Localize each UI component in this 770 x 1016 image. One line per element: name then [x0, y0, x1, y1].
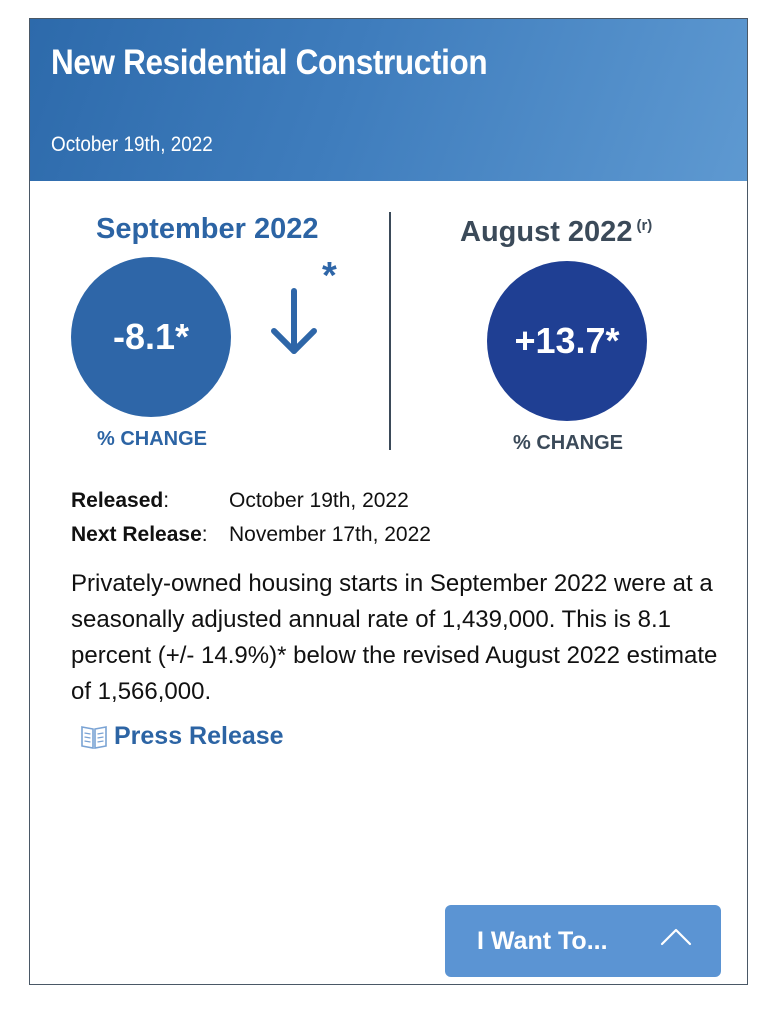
chevron-up-icon — [660, 928, 692, 946]
current-change-circle: -8.1* — [71, 257, 231, 417]
significance-mark: * — [322, 255, 337, 297]
divider — [389, 212, 391, 450]
card-title: New Residential Construction — [51, 43, 488, 82]
arrow-down-icon — [271, 288, 317, 354]
released-date: October 19th, 2022 — [229, 489, 409, 512]
released-row: Released: October 19th, 2022 — [71, 489, 409, 513]
i-want-to-button[interactable]: I Want To... — [445, 905, 721, 977]
i-want-to-label: I Want To... — [477, 927, 608, 955]
current-period-title: September 2022 — [96, 213, 319, 245]
previous-change-value: +13.7* — [514, 320, 620, 361]
next-release-colon: : — [201, 523, 208, 546]
card-header: New Residential Construction October 19t… — [30, 19, 747, 181]
revised-mark: (r) — [636, 217, 653, 235]
indicator-card: New Residential Construction October 19t… — [29, 18, 748, 985]
current-change-label: % CHANGE — [97, 428, 208, 450]
next-release-date: November 17th, 2022 — [229, 523, 431, 546]
next-release-row: Next Release: November 17th, 2022 — [71, 523, 431, 547]
previous-change-label: % CHANGE — [513, 432, 624, 454]
released-colon: : — [163, 489, 170, 512]
previous-period-label: August 2022 — [460, 216, 633, 248]
released-label: Released — [71, 489, 164, 512]
header-date: October 19th, 2022 — [51, 133, 213, 156]
press-release-link[interactable]: Press Release — [80, 722, 284, 751]
press-release-label: Press Release — [114, 722, 284, 750]
book-icon — [81, 725, 107, 749]
previous-change-circle: +13.7* — [487, 261, 647, 421]
next-release-label: Next Release — [71, 523, 202, 546]
previous-period-title: August 2022 (r) — [460, 216, 652, 249]
description: Privately-owned housing starts in Septem… — [71, 570, 718, 705]
current-change-value: -8.1* — [112, 316, 190, 357]
